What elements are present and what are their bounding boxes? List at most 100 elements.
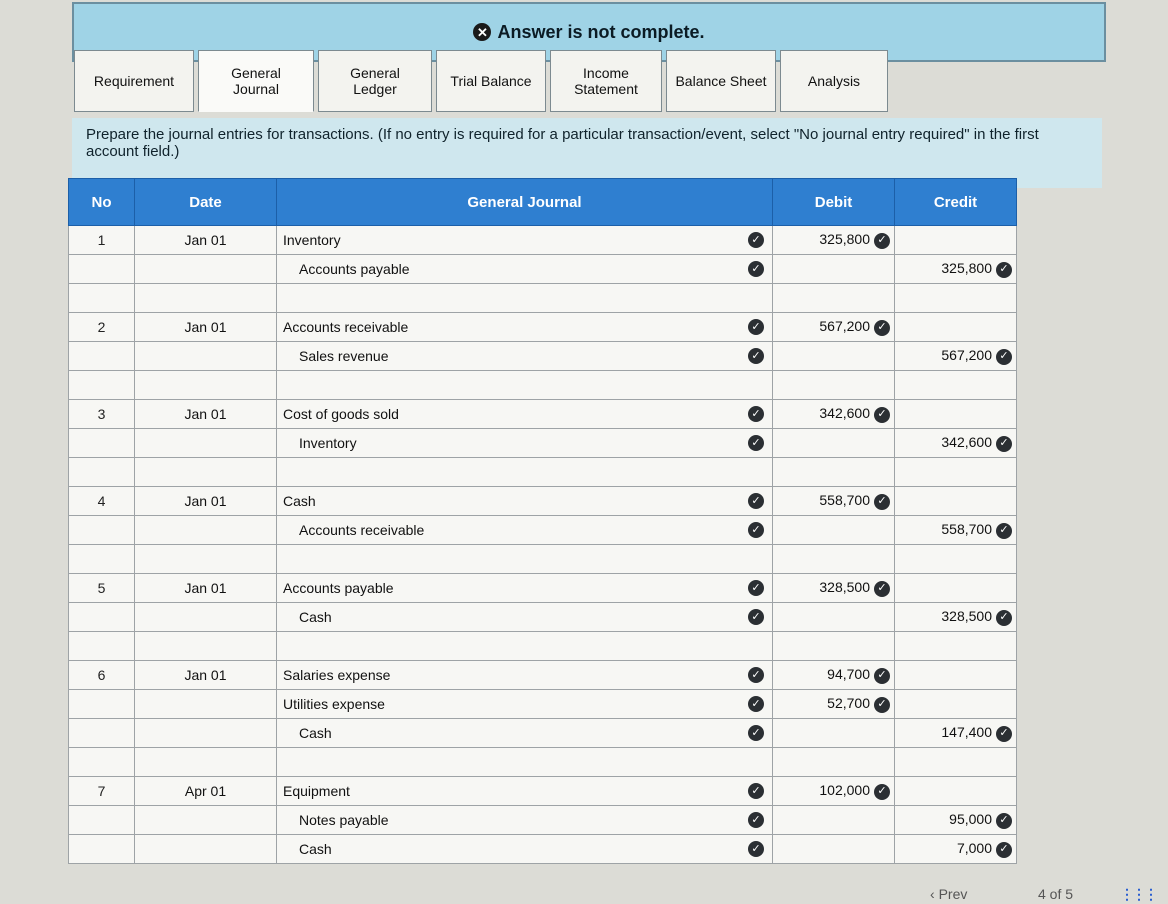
tab-balance-sheet[interactable]: Balance Sheet — [666, 50, 776, 112]
debit-cell[interactable]: 94,700 ✓ — [772, 660, 895, 690]
credit-cell[interactable]: 342,600 ✓ — [894, 428, 1017, 458]
date-cell[interactable]: Jan 01 — [134, 486, 277, 516]
account-cell[interactable] — [276, 283, 773, 313]
account-cell[interactable]: Accounts receivable ✓ — [276, 312, 773, 342]
account-cell[interactable]: Sales revenue ✓ — [276, 341, 773, 371]
account-cell[interactable]: Cost of goods sold ✓ — [276, 399, 773, 429]
credit-cell[interactable]: 328,500 ✓ — [894, 602, 1017, 632]
date-cell[interactable] — [134, 718, 277, 748]
date-cell[interactable]: Apr 01 — [134, 776, 277, 806]
tab-trial-balance[interactable]: Trial Balance — [436, 50, 546, 112]
account-cell[interactable]: Utilities expense ✓ — [276, 689, 773, 719]
date-cell[interactable] — [134, 428, 277, 458]
credit-cell[interactable] — [894, 573, 1017, 603]
debit-cell[interactable] — [772, 457, 895, 487]
tab-income-statement[interactable]: Income Statement — [550, 50, 662, 112]
account-cell[interactable]: Cash ✓ — [276, 718, 773, 748]
credit-cell[interactable] — [894, 631, 1017, 661]
credit-cell[interactable] — [894, 486, 1017, 516]
prev-button[interactable]: ‹ Prev — [930, 886, 968, 902]
account-cell[interactable]: Accounts receivable ✓ — [276, 515, 773, 545]
check-circle-icon: ✓ — [874, 406, 890, 423]
account-cell[interactable]: Cash ✓ — [276, 602, 773, 632]
date-cell[interactable]: Jan 01 — [134, 399, 277, 429]
account-cell[interactable]: Cash ✓ — [276, 486, 773, 516]
account-cell[interactable]: Equipment ✓ — [276, 776, 773, 806]
account-cell[interactable] — [276, 631, 773, 661]
date-cell[interactable] — [134, 689, 277, 719]
date-cell[interactable]: Jan 01 — [134, 573, 277, 603]
debit-cell[interactable]: 567,200 ✓ — [772, 312, 895, 342]
account-cell[interactable]: Notes payable ✓ — [276, 805, 773, 835]
debit-cell[interactable] — [772, 805, 895, 835]
date-cell[interactable] — [134, 457, 277, 487]
debit-cell[interactable]: 325,800 ✓ — [772, 225, 895, 255]
tab-requirement[interactable]: Requirement — [74, 50, 194, 112]
credit-cell[interactable] — [894, 283, 1017, 313]
account-cell[interactable] — [276, 370, 773, 400]
account-cell[interactable]: Salaries expense ✓ — [276, 660, 773, 690]
credit-cell[interactable] — [894, 225, 1017, 255]
debit-cell[interactable] — [772, 428, 895, 458]
date-cell[interactable] — [134, 283, 277, 313]
account-cell[interactable]: Accounts payable ✓ — [276, 254, 773, 284]
date-cell[interactable] — [134, 602, 277, 632]
grid-icon[interactable]: ⋮⋮⋮ — [1120, 886, 1158, 902]
date-cell[interactable] — [134, 805, 277, 835]
credit-cell[interactable]: 325,800 ✓ — [894, 254, 1017, 284]
date-cell[interactable] — [134, 747, 277, 777]
account-cell[interactable]: Inventory ✓ — [276, 225, 773, 255]
date-cell[interactable] — [134, 834, 277, 864]
date-cell[interactable]: Jan 01 — [134, 312, 277, 342]
credit-cell[interactable] — [894, 660, 1017, 690]
credit-cell[interactable]: 95,000 ✓ — [894, 805, 1017, 835]
date-cell[interactable] — [134, 341, 277, 371]
credit-cell[interactable] — [894, 689, 1017, 719]
debit-cell[interactable] — [772, 515, 895, 545]
tab-analysis[interactable]: Analysis — [780, 50, 888, 112]
date-cell[interactable] — [134, 515, 277, 545]
debit-cell[interactable] — [772, 747, 895, 777]
date-cell[interactable]: Jan 01 — [134, 660, 277, 690]
credit-cell[interactable] — [894, 370, 1017, 400]
credit-cell[interactable] — [894, 776, 1017, 806]
tab-general-journal[interactable]: General Journal — [198, 50, 314, 112]
debit-cell[interactable] — [772, 341, 895, 371]
debit-cell[interactable] — [772, 370, 895, 400]
credit-cell[interactable] — [894, 399, 1017, 429]
credit-cell[interactable]: 567,200 ✓ — [894, 341, 1017, 371]
account-cell[interactable] — [276, 544, 773, 574]
debit-cell[interactable]: 328,500 ✓ — [772, 573, 895, 603]
credit-cell[interactable] — [894, 544, 1017, 574]
account-cell[interactable] — [276, 747, 773, 777]
debit-cell[interactable]: 558,700 ✓ — [772, 486, 895, 516]
credit-cell[interactable] — [894, 457, 1017, 487]
credit-cell[interactable]: 7,000 ✓ — [894, 834, 1017, 864]
account-cell[interactable] — [276, 457, 773, 487]
credit-cell[interactable]: 558,700 ✓ — [894, 515, 1017, 545]
credit-cell[interactable]: 147,400 ✓ — [894, 718, 1017, 748]
date-cell[interactable] — [134, 254, 277, 284]
debit-cell[interactable] — [772, 834, 895, 864]
date-cell[interactable]: Jan 01 — [134, 225, 277, 255]
account-name: Cash — [299, 725, 332, 741]
debit-cell[interactable] — [772, 254, 895, 284]
date-cell[interactable] — [134, 544, 277, 574]
account-cell[interactable]: Accounts payable ✓ — [276, 573, 773, 603]
credit-cell[interactable] — [894, 747, 1017, 777]
debit-cell[interactable]: 342,600 ✓ — [772, 399, 895, 429]
date-cell[interactable] — [134, 631, 277, 661]
debit-cell[interactable]: 52,700 ✓ — [772, 689, 895, 719]
tab-general-ledger[interactable]: General Ledger — [318, 50, 432, 112]
account-cell[interactable]: Cash ✓ — [276, 834, 773, 864]
date-cell[interactable] — [134, 370, 277, 400]
debit-cell[interactable] — [772, 283, 895, 313]
credit-cell[interactable] — [894, 312, 1017, 342]
debit-cell[interactable] — [772, 631, 895, 661]
debit-cell[interactable] — [772, 602, 895, 632]
debit-cell[interactable] — [772, 544, 895, 574]
account-cell[interactable]: Inventory ✓ — [276, 428, 773, 458]
debit-cell[interactable] — [772, 718, 895, 748]
debit-cell[interactable]: 102,000 ✓ — [772, 776, 895, 806]
check-circle-icon: ✓ — [748, 841, 764, 857]
